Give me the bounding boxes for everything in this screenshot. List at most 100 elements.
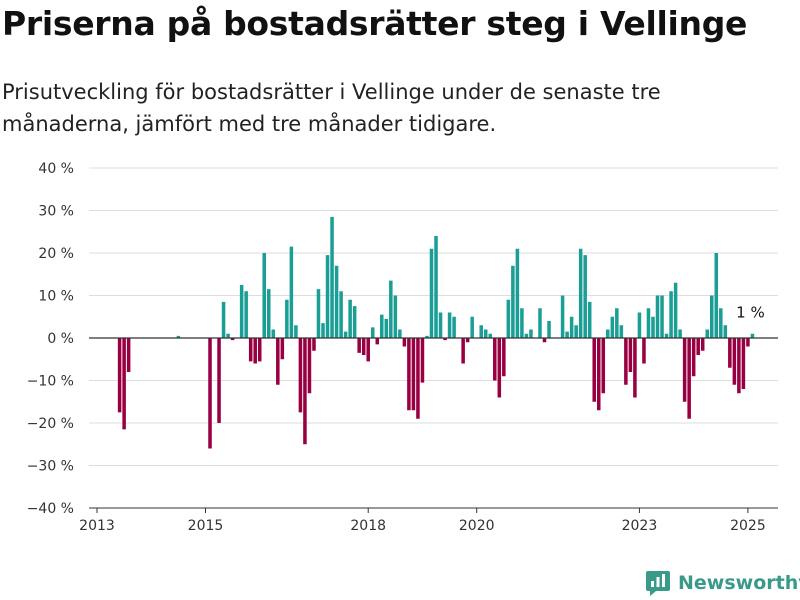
- bar: [678, 329, 682, 338]
- bar: [705, 329, 709, 338]
- bar: [276, 338, 280, 385]
- bar: [723, 325, 728, 338]
- bar: [298, 338, 303, 413]
- bar: [524, 333, 529, 338]
- y-tick-label: 40 %: [38, 161, 74, 177]
- bar: [443, 338, 447, 341]
- bar: [447, 312, 452, 338]
- bar: [691, 338, 696, 377]
- bar: [389, 280, 393, 338]
- bar: [646, 308, 651, 338]
- bar: [307, 338, 312, 394]
- bar: [542, 338, 547, 343]
- bar: [565, 331, 569, 338]
- bar: [461, 338, 465, 364]
- bar: [230, 338, 235, 341]
- y-tick-label: −10 %: [27, 374, 74, 390]
- bar: [592, 338, 596, 402]
- bar: [267, 289, 271, 338]
- bar: [325, 255, 330, 338]
- bar: [294, 325, 298, 338]
- bar: [316, 289, 321, 338]
- bar: [746, 338, 750, 347]
- bar: [253, 338, 257, 364]
- x-tick-label: 2018: [350, 518, 386, 534]
- bar: [709, 295, 714, 338]
- bar: [465, 338, 470, 343]
- bar: [714, 253, 719, 338]
- bar: [416, 338, 420, 419]
- bar: [425, 335, 429, 338]
- bar: [700, 338, 705, 351]
- bar: [402, 338, 407, 347]
- bar: [750, 333, 755, 338]
- bar: [398, 329, 402, 338]
- y-tick-label: 10 %: [38, 289, 74, 305]
- bar: [596, 338, 601, 411]
- bar: [176, 335, 181, 338]
- bar: [506, 299, 511, 338]
- bar: [615, 308, 619, 338]
- bar: [343, 331, 348, 338]
- bar: [257, 338, 262, 362]
- bar: [271, 329, 276, 338]
- bar: [583, 255, 587, 338]
- bar: [538, 308, 542, 338]
- bar: [126, 338, 131, 372]
- x-tick-label: 2025: [730, 518, 766, 534]
- bar: [280, 338, 285, 360]
- bar: [361, 338, 366, 355]
- bar: [366, 338, 370, 362]
- bar: [587, 301, 592, 338]
- bar: [529, 329, 533, 338]
- bar: [655, 295, 660, 338]
- y-tick-label: 0 %: [47, 331, 74, 347]
- newsworthy-logo: Newsworthy: [644, 569, 800, 597]
- bar: [429, 248, 434, 338]
- bar: [728, 338, 732, 368]
- bar: [122, 338, 126, 430]
- x-tick-label: 2020: [459, 518, 495, 534]
- bar: [483, 329, 488, 338]
- bar: [221, 301, 226, 338]
- bar: [515, 248, 520, 338]
- bar: [696, 338, 700, 355]
- bar: [407, 338, 411, 411]
- bar: [438, 312, 443, 338]
- bar: [357, 338, 361, 353]
- bar: [248, 338, 253, 362]
- bar: [303, 338, 307, 445]
- bar: [239, 284, 244, 338]
- bar: [560, 295, 565, 338]
- bar: [285, 299, 289, 338]
- bar: [719, 308, 723, 338]
- chart-subtitle: Prisutveckling för bostadsrätter i Velli…: [2, 80, 661, 136]
- newsworthy-logo-text: Newsworthy: [678, 572, 800, 594]
- bar: [651, 316, 655, 338]
- bar: [493, 338, 497, 381]
- bar: [569, 316, 574, 338]
- y-tick-label: 30 %: [38, 204, 74, 220]
- x-tick-label: 2015: [188, 518, 224, 534]
- bar: [664, 333, 669, 338]
- bar: [574, 325, 578, 338]
- bar: [673, 282, 678, 338]
- y-tick-label: −30 %: [27, 459, 74, 475]
- bar: [375, 338, 380, 345]
- bar: [411, 338, 416, 411]
- bar: [520, 308, 524, 338]
- bar: [737, 338, 741, 394]
- bar: [682, 338, 687, 402]
- chart-title: Priserna på bostadsrätter steg i Velling…: [2, 4, 748, 43]
- bar: [117, 338, 122, 413]
- bar: [660, 295, 664, 338]
- y-tick-label: 20 %: [38, 246, 74, 262]
- x-tick-label: 2023: [622, 518, 658, 534]
- bar: [578, 248, 583, 338]
- bar: [741, 338, 746, 389]
- bar: [502, 338, 506, 377]
- x-tick-label: 2013: [79, 518, 115, 534]
- latest-value-label: 1 %: [736, 304, 765, 322]
- bar: [601, 338, 606, 394]
